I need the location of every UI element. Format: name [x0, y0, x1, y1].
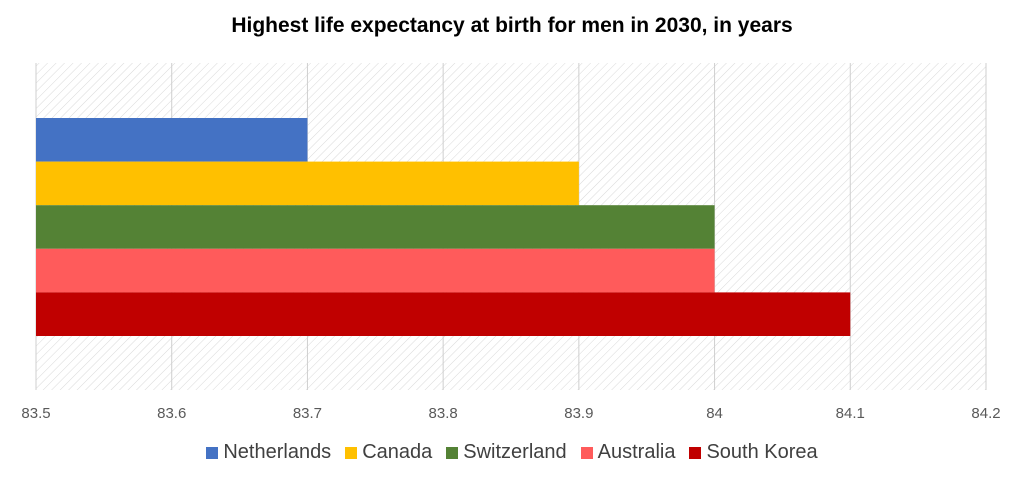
- chart-title: Highest life expectancy at birth for men…: [231, 14, 793, 37]
- bar-australia: [36, 248, 715, 293]
- x-tick-label: 84.1: [836, 405, 865, 422]
- bar-canada: [36, 161, 579, 206]
- legend-label: Switzerland: [463, 441, 567, 463]
- legend: Netherlands Canada Switzerland Australia Sou…: [0, 441, 1024, 464]
- legend-item: Switzerland: [446, 441, 567, 464]
- x-tick-label: 83.5: [21, 405, 50, 422]
- x-tick-label: 83.8: [429, 405, 458, 422]
- bar-netherlands: [36, 118, 308, 162]
- legend-label: Netherlands: [223, 441, 332, 463]
- legend-swatch: [446, 446, 459, 459]
- x-tick-label: 84: [706, 405, 723, 422]
- legend-item: Australia: [580, 441, 676, 464]
- legend-swatch: [345, 446, 358, 459]
- legend-swatch: [580, 446, 593, 459]
- legend-item: Canada: [345, 441, 432, 464]
- legend-label: Australia: [597, 441, 676, 463]
- x-tick-label: 84.2: [971, 405, 1000, 422]
- x-tick-label: 83.6: [157, 405, 186, 422]
- legend-item: South Korea: [689, 441, 818, 464]
- legend-swatch: [206, 446, 219, 459]
- x-tick-label: 83.9: [564, 405, 593, 422]
- legend-swatch: [689, 446, 702, 459]
- x-tick-label: 83.7: [293, 405, 322, 422]
- legend-label: South Korea: [706, 441, 818, 463]
- legend-label: Canada: [362, 441, 433, 463]
- bar-switzerland: [36, 205, 715, 249]
- bar-south-korea: [36, 292, 851, 336]
- legend-item: Netherlands: [206, 441, 331, 464]
